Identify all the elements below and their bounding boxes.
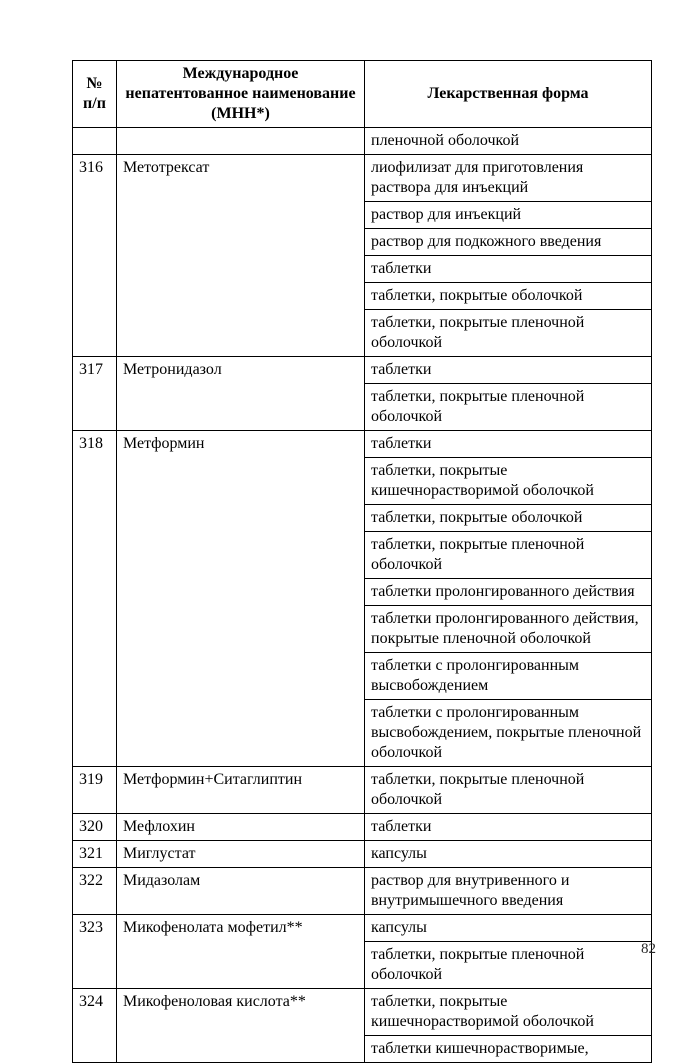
- cell-num: 323: [73, 915, 117, 989]
- page-number: 82: [641, 941, 656, 958]
- cell-form: раствор для внутривенного и внутримышечн…: [365, 868, 652, 915]
- cell-num: 316: [73, 155, 117, 357]
- cell-form: пленочной оболочкой: [365, 128, 652, 155]
- cell-name: Мефлохин: [117, 814, 365, 841]
- cell-form: капсулы: [365, 915, 652, 942]
- table-row: 322Мидазоламраствор для внутривенного и …: [73, 868, 652, 915]
- table-head: № п/п Международное непатентованное наим…: [73, 61, 652, 128]
- table-row: 324Микофеноловая кислота**таблетки, покр…: [73, 989, 652, 1036]
- col-header-num: № п/п: [73, 61, 117, 128]
- cell-num: 318: [73, 431, 117, 767]
- cell-name: [117, 128, 365, 155]
- col-header-name: Международное непатентованное наименован…: [117, 61, 365, 128]
- cell-name: Мидазолам: [117, 868, 365, 915]
- cell-form: таблетки, покрытые пленочной оболочкой: [365, 532, 652, 579]
- cell-form: таблетки с пролонгированным высвобождени…: [365, 653, 652, 700]
- cell-form: таблетки: [365, 814, 652, 841]
- table-row: 321Миглустаткапсулы: [73, 841, 652, 868]
- cell-form: таблетки: [365, 357, 652, 384]
- cell-form: лиофилизат для приготовления раствора дл…: [365, 155, 652, 202]
- cell-num: 322: [73, 868, 117, 915]
- cell-form: раствор для инъекций: [365, 202, 652, 229]
- cell-form: таблетки кишечнорастворимые,: [365, 1036, 652, 1063]
- cell-form: таблетки: [365, 256, 652, 283]
- cell-form: таблетки, покрытые пленочной оболочкой: [365, 942, 652, 989]
- cell-form: таблетки, покрытые пленочной оболочкой: [365, 310, 652, 357]
- table-row: 318Метформинтаблетки: [73, 431, 652, 458]
- cell-num: 319: [73, 767, 117, 814]
- cell-num: 324: [73, 989, 117, 1063]
- cell-name: Метотрексат: [117, 155, 365, 357]
- cell-form: таблетки, покрытые кишечнорастворимой об…: [365, 989, 652, 1036]
- cell-form: таблетки, покрытые оболочкой: [365, 505, 652, 532]
- drug-table: № п/п Международное непатентованное наим…: [72, 60, 652, 1063]
- cell-name: Микофеноловая кислота**: [117, 989, 365, 1063]
- cell-name: Миглустат: [117, 841, 365, 868]
- cell-name: Метформин: [117, 431, 365, 767]
- page: № п/п Международное непатентованное наим…: [0, 0, 700, 988]
- table-body: пленочной оболочкой316Метотрексатлиофили…: [73, 128, 652, 1063]
- cell-num: 320: [73, 814, 117, 841]
- table-row: 320Мефлохинтаблетки: [73, 814, 652, 841]
- cell-form: таблетки, покрытые пленочной оболочкой: [365, 384, 652, 431]
- table-row: 323Микофенолата мофетил**капсулы: [73, 915, 652, 942]
- cell-form: таблетки пролонгированного действия, пок…: [365, 606, 652, 653]
- cell-form: раствор для подкожного введения: [365, 229, 652, 256]
- col-header-form: Лекарственная форма: [365, 61, 652, 128]
- cell-form: таблетки пролонгированного действия: [365, 579, 652, 606]
- cell-num: 321: [73, 841, 117, 868]
- cell-num: [73, 128, 117, 155]
- table-row: 319Метформин+Ситаглиптинтаблетки, покрыт…: [73, 767, 652, 814]
- cell-name: Микофенолата мофетил**: [117, 915, 365, 989]
- cell-name: Метформин+Ситаглиптин: [117, 767, 365, 814]
- cell-form: таблетки: [365, 431, 652, 458]
- table-row: пленочной оболочкой: [73, 128, 652, 155]
- cell-form: таблетки с пролонгированным высвобождени…: [365, 700, 652, 767]
- cell-name: Метронидазол: [117, 357, 365, 431]
- table-header-row: № п/п Международное непатентованное наим…: [73, 61, 652, 128]
- table-row: 316Метотрексатлиофилизат для приготовлен…: [73, 155, 652, 202]
- cell-form: капсулы: [365, 841, 652, 868]
- cell-num: 317: [73, 357, 117, 431]
- cell-form: таблетки, покрытые кишечнорастворимой об…: [365, 458, 652, 505]
- cell-form: таблетки, покрытые оболочкой: [365, 283, 652, 310]
- cell-form: таблетки, покрытые пленочной оболочкой: [365, 767, 652, 814]
- table-row: 317Метронидазолтаблетки: [73, 357, 652, 384]
